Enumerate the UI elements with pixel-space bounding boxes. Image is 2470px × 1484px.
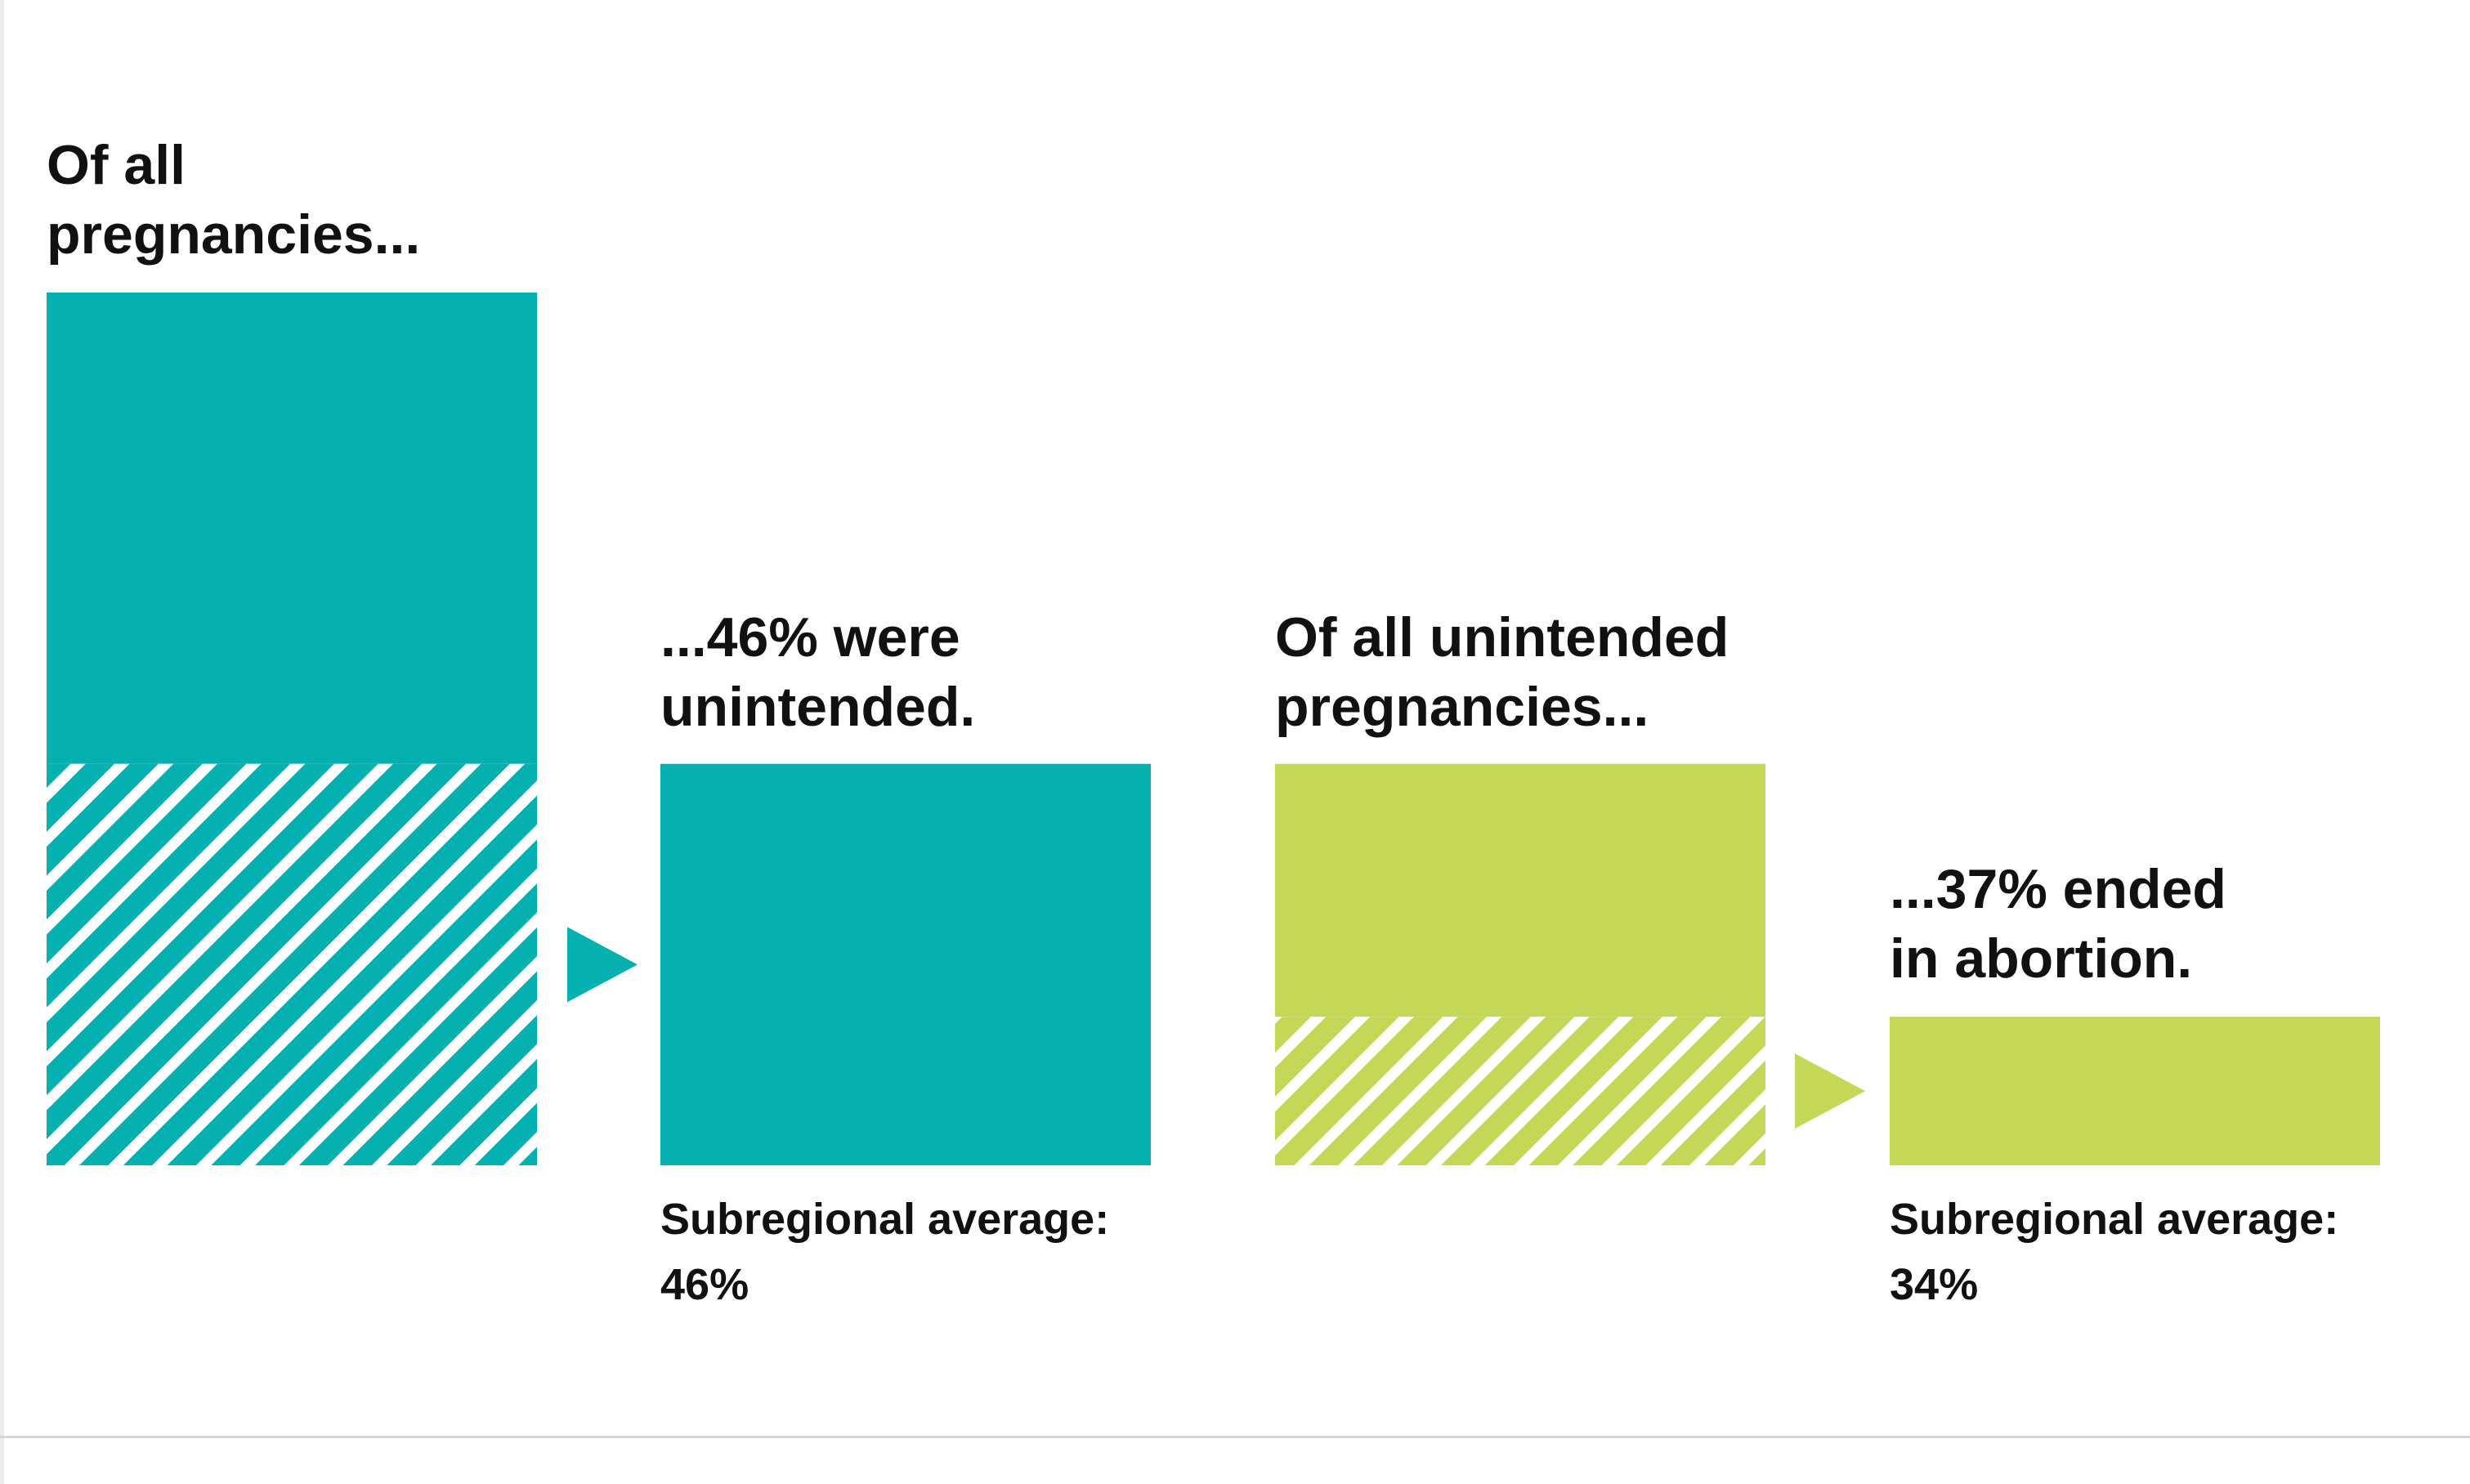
panel-1-note-label: Subregional average:	[660, 1195, 1110, 1244]
frame-edge	[0, 0, 4, 1484]
panel-2-heading-line-1: Of all unintended	[1275, 606, 1729, 668]
panel-1-result-bar	[660, 763, 1151, 1165]
panel-1-whole-bar-solid	[47, 293, 537, 764]
panel-2-whole-bar-solid	[1275, 763, 1765, 1017]
panel-2-note-label: Subregional average:	[1890, 1195, 2339, 1244]
bottom-divider	[0, 1436, 2470, 1438]
panel-1-heading-line-1: Of all	[47, 134, 186, 196]
panel-2-result-heading: ...37% ended in abortion.	[1890, 855, 2226, 994]
panel-1-whole-bar-hatched-share	[47, 763, 537, 1165]
panel-2-result-bar	[1890, 1017, 2380, 1165]
panel-2-arrow-icon	[1795, 1053, 1865, 1129]
panel-2-result-line-2: in abortion.	[1890, 928, 2193, 990]
panel-1-heading-line-2: pregnancies...	[47, 203, 421, 266]
panel-2-subregional-note: Subregional average: 34%	[1890, 1187, 2338, 1317]
panel-1-heading: Of all pregnancies...	[47, 131, 420, 270]
panel-1-result-line-2: unintended.	[660, 676, 976, 738]
panel-2-result-line-1: ...37% ended	[1890, 858, 2226, 920]
panel-2-heading-line-2: pregnancies...	[1275, 676, 1649, 738]
panel-2-note-value: 34%	[1890, 1260, 1979, 1309]
panel-1-note-value: 46%	[660, 1260, 750, 1309]
panel-1-result-heading: ...46% were unintended.	[660, 603, 975, 742]
panel-2-whole-bar-hatched-share	[1275, 1017, 1765, 1165]
panel-1-subregional-note: Subregional average: 46%	[660, 1187, 1109, 1317]
panel-2-heading: Of all unintended pregnancies...	[1275, 603, 1729, 742]
panel-1-arrow-icon	[567, 927, 638, 1003]
panel-1-result-line-1: ...46% were	[660, 606, 960, 668]
